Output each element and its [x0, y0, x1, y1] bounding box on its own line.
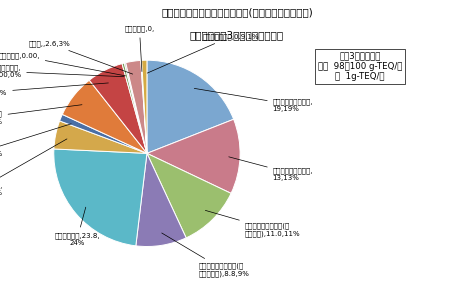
Wedge shape — [147, 60, 234, 153]
Wedge shape — [62, 80, 147, 153]
Wedge shape — [124, 63, 147, 153]
Wedge shape — [126, 60, 147, 153]
Wedge shape — [136, 153, 186, 247]
Text: 小型廃棄物焼却炉等(法
規制対象),11.0,11%: 小型廃棄物焼却炉等(法 規制対象),11.0,11% — [205, 210, 301, 237]
Text: たばこの煙,0,: たばこの煙,0, — [124, 26, 155, 72]
Text: 一般廃棄物焼却施設,
19,19%: 一般廃棄物焼却施設, 19,19% — [194, 88, 313, 112]
Text: 【大気】令和3年（単位グラム）: 【大気】令和3年（単位グラム） — [190, 30, 284, 40]
Text: 亜鉛回収施設,1.2,1%: 亜鉛回収施設,1.2,1% — [0, 124, 71, 157]
Wedge shape — [141, 60, 147, 153]
Text: 自動車排出ガス,0.9,1%: 自動車排出ガス,0.9,1% — [147, 33, 259, 73]
Wedge shape — [147, 153, 231, 238]
Wedge shape — [54, 149, 147, 246]
Text: 製鋼用電気炉,23.8,
24%: 製鋼用電気炉,23.8, 24% — [54, 207, 100, 246]
Text: 産業廃棄物焼却施設,
13,13%: 産業廃棄物焼却施設, 13,13% — [229, 157, 313, 181]
Text: 鉄鋼業焼結施設,4.9,
5%: 鉄鋼業焼結施設,4.9, 5% — [0, 139, 67, 196]
Text: その他の施設,6.3,6%: その他の施設,6.3,6% — [0, 83, 109, 96]
Wedge shape — [60, 114, 147, 153]
Wedge shape — [122, 63, 147, 153]
Text: 令和3年総排出量
大気  98～100 g-TEQ/年
水  1g-TEQ/年: 令和3年総排出量 大気 98～100 g-TEQ/年 水 1g-TEQ/年 — [318, 51, 402, 81]
Wedge shape — [147, 119, 240, 193]
Text: 最終処分場,0.00,: 最終処分場,0.00, — [0, 52, 126, 76]
Wedge shape — [89, 64, 147, 153]
Text: 下水道終末処理施設,
0.00,0%: 下水道終末処理施設, 0.00,0% — [0, 64, 124, 78]
Text: 火葬場,,2.6,3%: 火葬場,,2.6,3% — [29, 40, 133, 74]
Wedge shape — [142, 60, 147, 153]
Text: 小型廃棄物焼却炉等(法
規制対象外),8.8,9%: 小型廃棄物焼却炉等(法 規制対象外),8.8,9% — [162, 233, 249, 277]
Text: アルミニウム合金製造施
設,7.5,8%: アルミニウム合金製造施 設,7.5,8% — [0, 105, 82, 125]
Wedge shape — [54, 121, 147, 153]
Text: ダイオキシン類の排出量の目録(排出インベントリー): ダイオキシン類の排出量の目録(排出インベントリー) — [161, 7, 313, 17]
